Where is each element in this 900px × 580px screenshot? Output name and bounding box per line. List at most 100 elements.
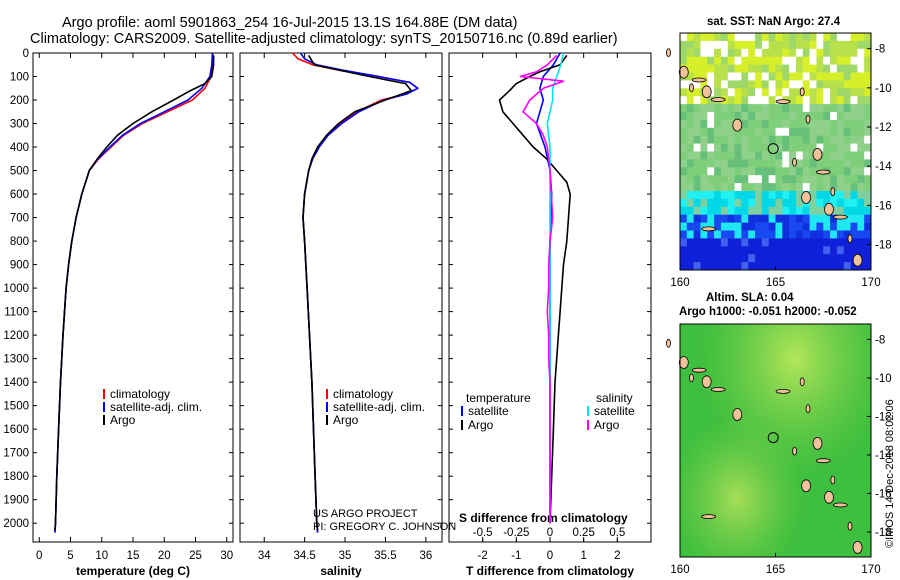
sst-cell [748,104,756,113]
sst-cell [823,119,831,129]
sst-cell [734,88,742,97]
sst-cell [680,80,688,89]
sst-cell [843,72,851,81]
sst-cell [761,159,769,168]
sst-cell [836,183,845,192]
sst-cell [686,40,694,50]
sst-cell [836,198,845,208]
sst-cell [795,238,804,247]
sst-cell [864,167,872,176]
sst-cell [707,127,715,136]
sst-cell [775,246,783,255]
sst-cell [748,72,756,81]
sst-cell [816,230,824,239]
sst-cell [680,214,688,223]
sst-cell [734,112,742,121]
sst-cell [734,143,742,152]
island-shape [666,338,671,348]
sst-cell [809,214,817,223]
sst-cell [768,64,776,73]
x-tick-label: 34 [258,550,271,562]
sst-cell [864,40,872,50]
x-tick-label: 15 [127,550,140,562]
sst-cell [843,33,851,42]
sst-cell [707,143,715,152]
series-satellite-adj-clim- [299,52,419,533]
sst-cell [714,262,722,271]
sst-cell [686,33,694,42]
x-tick-label: 36 [419,550,432,562]
sst-cell [775,167,783,176]
sst-cell [830,72,838,81]
sst-cell [823,183,831,192]
sst-cell [795,198,804,208]
sst-cell [686,112,694,121]
sst-cell [843,167,851,176]
sst-cell [720,191,729,200]
sst-cell [720,222,729,231]
sst-cell [836,48,845,57]
sst-cell [816,191,824,200]
sst-cell [823,33,831,42]
sst-cell [802,246,810,255]
island-shape [732,118,743,132]
sst-cell [775,230,783,239]
sst-cell [741,254,749,263]
sst-cell [761,238,769,247]
sst-cell [693,254,701,263]
sst-cell [700,40,708,50]
island-shape [801,191,811,204]
sst-cell [802,56,810,65]
sst-cell [734,151,742,160]
sst-cell [830,135,838,144]
sst-cell [775,222,783,231]
sst-cell [864,127,872,136]
sst-cell [720,159,729,168]
map-y-tick-label: -14 [875,161,892,173]
sst-cell [714,64,722,73]
sst-cell [720,175,729,184]
sst-cell [802,254,810,263]
sst-cell [857,104,865,113]
y-tick-label: 1700 [3,448,29,460]
sst-cell [714,40,722,50]
sst-cell [686,191,694,200]
sst-cell [693,143,701,152]
map-y-tick-label: -12 [875,122,892,134]
x-tick-label: -2 [478,550,488,562]
sst-cell [836,88,845,97]
sst-cell [857,191,865,200]
sst-cell [734,183,742,192]
sst-cell [707,112,715,121]
sst-cell [761,135,769,144]
sst-cell [734,254,742,263]
sst-cell [830,183,838,192]
sst-cell [707,230,715,239]
sst-cell [775,119,783,129]
sst-cell [768,143,776,152]
island-shape [691,367,707,373]
sst-cell [850,119,858,129]
sst-cell [802,151,810,160]
sst-cell [789,72,797,81]
sst-cell [864,230,872,239]
sst-cell [755,40,763,50]
sst-cell [755,72,763,81]
sst-cell [809,40,817,50]
sst-cell [768,88,776,97]
sst-cell [680,127,688,136]
sst-cell [741,127,749,136]
series-t-argo [498,54,572,524]
legend-label-salinity: satellite [594,404,635,418]
sst-cell [720,112,729,121]
sst-cell [707,72,715,81]
map-y-tick-label: -16 [875,200,892,212]
sst-cell [707,40,715,50]
sst-cell [727,40,735,50]
sst-cell [816,135,824,144]
sst-cell [714,143,722,152]
sst-cell [843,238,851,247]
sst-cell [714,198,722,208]
sst-cell [843,40,851,50]
sst-cell [761,127,769,136]
